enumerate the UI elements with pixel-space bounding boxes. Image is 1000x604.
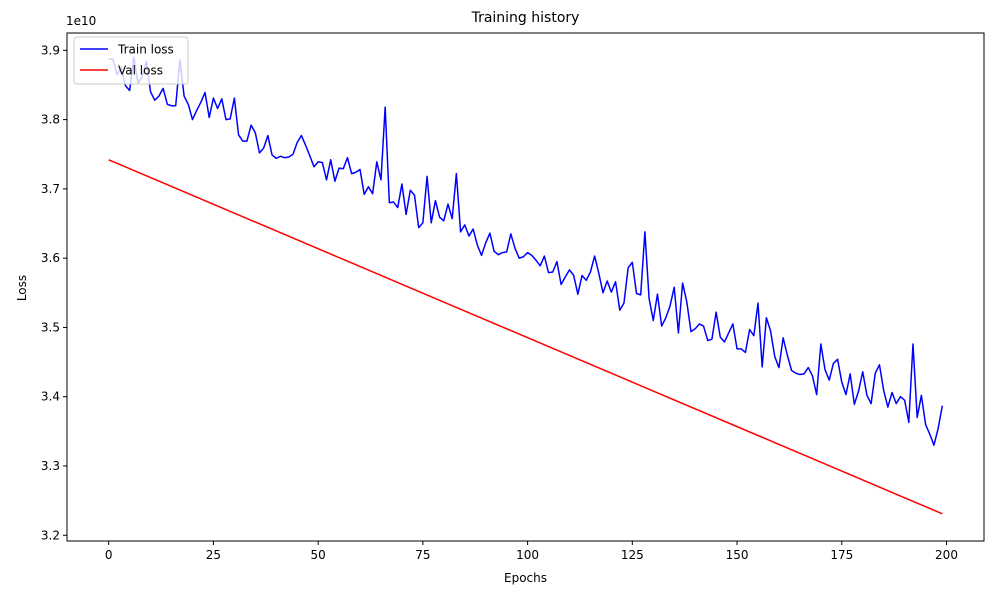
chart-title: Training history: [471, 10, 580, 26]
x-tick-label: 125: [621, 548, 644, 562]
x-tick-label: 200: [935, 548, 958, 562]
legend-label-val-loss: Val loss: [118, 64, 163, 78]
y-tick-label: 3.2: [41, 528, 60, 542]
y-tick-label: 3.5: [41, 320, 60, 334]
x-tick-label: 0: [105, 548, 113, 562]
y-tick-label: 3.4: [41, 390, 60, 404]
x-tick-label: 50: [310, 548, 325, 562]
y-axis-label: Loss: [15, 275, 29, 301]
x-tick-label: 100: [516, 548, 539, 562]
plot-frame: [66, 32, 985, 542]
y-axis-multiplier: 1e10: [66, 14, 96, 28]
legend-label-train-loss: Train loss: [117, 43, 174, 57]
y-tick-label: 3.6: [41, 251, 60, 265]
y-axis-ticks: 3.2 3.3 3.4 3.5 3.6 3.7 3.8 3.9: [41, 43, 67, 542]
x-axis-label: Epochs: [504, 571, 547, 585]
series-line-val-loss: [108, 159, 943, 515]
y-tick-label: 3.8: [41, 113, 60, 127]
y-tick-label: 3.3: [41, 459, 60, 473]
series-layer: [108, 56, 944, 515]
legend: Train loss Val loss: [73, 36, 189, 85]
x-tick-label: 25: [206, 548, 221, 562]
y-tick-label: 3.7: [41, 182, 60, 196]
x-axis-ticks: 0 25 50 75 100 125 150 175 200: [105, 541, 958, 562]
x-tick-label: 75: [415, 548, 430, 562]
x-tick-label: 150: [726, 548, 749, 562]
series-line-train-loss: [108, 56, 944, 446]
x-tick-label: 175: [830, 548, 853, 562]
y-tick-label: 3.9: [41, 43, 60, 57]
